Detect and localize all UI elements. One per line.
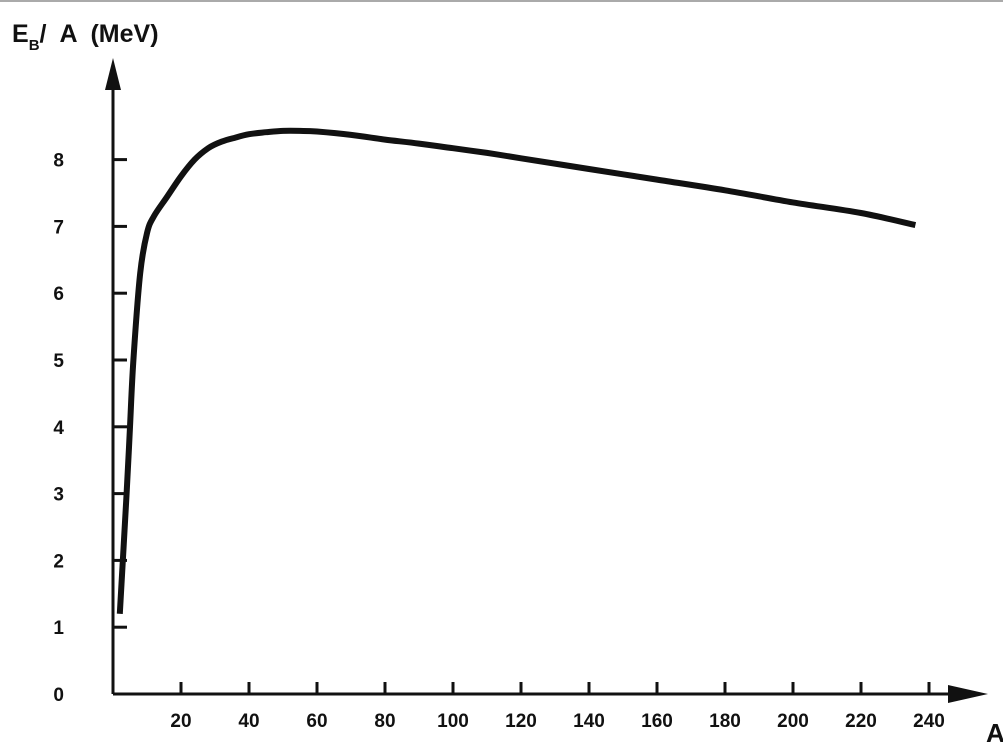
data-point [913, 223, 917, 227]
data-point [519, 156, 523, 160]
data-point [138, 271, 142, 275]
y-tick-label: 6 [53, 284, 64, 305]
data-point [118, 612, 122, 616]
data-point [655, 178, 659, 182]
data-point [791, 200, 795, 204]
x-axis-title: A [986, 718, 1003, 747]
y-axis-arrowhead [105, 58, 121, 90]
data-point [383, 138, 387, 142]
y-tick-label: 4 [53, 418, 64, 439]
data-point [859, 211, 863, 215]
x-axis-arrowhead [948, 685, 988, 703]
data-point [145, 231, 149, 235]
y-tick-label: 8 [53, 151, 64, 172]
data-point [723, 188, 727, 192]
x-tick-label: 60 [306, 711, 327, 732]
data-point [165, 194, 169, 198]
data-point [281, 129, 285, 133]
x-tick-label: 20 [170, 711, 191, 732]
x-tick-label: 120 [505, 711, 537, 732]
axes [105, 58, 988, 703]
x-tick-label: 200 [777, 711, 809, 732]
x-tick-label: 40 [238, 711, 259, 732]
data-point [233, 136, 237, 140]
data-point [220, 140, 224, 144]
x-tick-label: 220 [845, 711, 877, 732]
y-axis-title: EB/ A (MeV) [12, 20, 159, 54]
y-tick-label: 7 [53, 217, 64, 238]
x-tick-label: 100 [437, 711, 469, 732]
x-tick-label: 80 [374, 711, 395, 732]
data-point [179, 174, 183, 178]
data-point [152, 214, 156, 218]
data-point [264, 130, 268, 134]
y-tick-label: 3 [53, 485, 64, 506]
data-point [451, 146, 455, 150]
y-axis-title-main: E [12, 20, 29, 48]
data-point [349, 133, 353, 137]
data-point [587, 167, 591, 171]
y-axis-title-subscript: B [29, 37, 40, 54]
data-point [485, 151, 489, 155]
data-point [417, 142, 421, 146]
x-tick-label: 140 [573, 711, 605, 732]
y-tick-label: 0 [53, 685, 64, 706]
data-point [298, 129, 302, 133]
x-tick-label: 160 [641, 711, 673, 732]
data-point [247, 132, 251, 136]
y-tick-label: 5 [53, 351, 64, 372]
data-point [193, 158, 197, 162]
x-tick-label: 240 [913, 711, 945, 732]
y-axis-title-rest: / A (MeV) [40, 20, 159, 48]
y-tick-label: 1 [53, 618, 64, 639]
binding-energy-curve [116, 127, 917, 614]
data-point [125, 492, 129, 496]
data-point [131, 358, 135, 362]
x-tick-label: 180 [709, 711, 741, 732]
y-tick-label: 2 [53, 551, 64, 572]
data-point [315, 130, 319, 134]
curve-layer [116, 127, 917, 616]
ticks: 0 1 2 3 4 5 6 7 8 20 40 60 80 100 120 140 160 180 200 220 24… [53, 151, 944, 732]
data-point [206, 146, 210, 150]
data-point [128, 425, 132, 429]
